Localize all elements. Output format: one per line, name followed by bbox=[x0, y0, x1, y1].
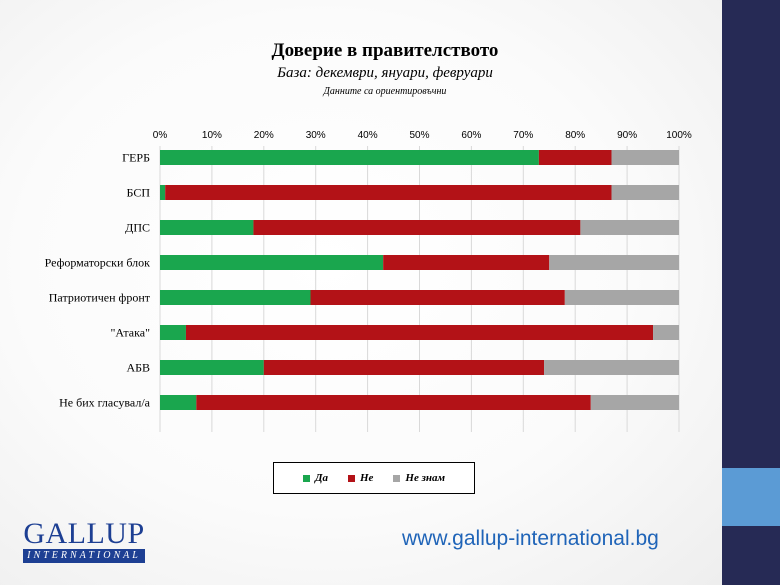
x-tick-label: 30% bbox=[306, 130, 326, 141]
x-tick-label: 80% bbox=[565, 130, 585, 141]
category-label: Не бих гласувал/а bbox=[59, 396, 151, 410]
bar-no bbox=[253, 220, 581, 235]
x-tick-label: 70% bbox=[513, 130, 533, 141]
category-label: ДПС bbox=[125, 221, 150, 235]
category-label: Патриотичен фронт bbox=[49, 291, 151, 305]
chart-legend: Да Не Не знам bbox=[273, 462, 475, 494]
bar-no bbox=[538, 150, 612, 165]
bar-no bbox=[196, 395, 591, 410]
x-tick-label: 20% bbox=[254, 130, 274, 141]
bar-yes bbox=[160, 255, 384, 270]
bar-no bbox=[263, 360, 545, 375]
x-tick-label: 50% bbox=[409, 130, 429, 141]
stacked-bar-chart: 0% 10% 20% 30% 40% 50% 60% 70% 80% 90% 100% ГЕРБ БСП… bbox=[45, 130, 692, 432]
logo-subtitle: INTERNATIONAL bbox=[23, 549, 145, 563]
sidebar-accent-block bbox=[722, 468, 780, 526]
legend-swatch-yes bbox=[302, 474, 310, 482]
logo-wordmark: GALLUP bbox=[23, 517, 145, 550]
x-tick-label: 100% bbox=[666, 130, 692, 141]
chart-note: Данните са ориентировъчни bbox=[323, 86, 447, 97]
bar-yes bbox=[160, 360, 264, 375]
bar-yes bbox=[160, 290, 311, 305]
x-tick-label: 40% bbox=[358, 130, 378, 141]
bar-yes bbox=[160, 185, 166, 200]
bar-no bbox=[310, 290, 565, 305]
legend-item-no: Не bbox=[347, 472, 374, 484]
bar-no bbox=[383, 255, 550, 270]
legend-item-yes: Да bbox=[302, 472, 328, 484]
legend-item-dont-know: Не знам bbox=[393, 472, 445, 484]
legend-swatch-dont-know bbox=[393, 474, 401, 482]
bar-yes bbox=[160, 395, 197, 410]
bar-dont-know bbox=[549, 255, 679, 270]
x-tick-label: 90% bbox=[617, 130, 637, 141]
bar-dont-know bbox=[564, 290, 679, 305]
bar-dont-know bbox=[544, 360, 679, 375]
bar-dont-know bbox=[653, 325, 679, 340]
x-tick-label: 60% bbox=[461, 130, 481, 141]
category-label: ГЕРБ bbox=[122, 151, 150, 165]
chart-subtitle: База: декември, януари, февруари bbox=[277, 65, 493, 81]
category-label: "Атака" bbox=[110, 326, 150, 340]
legend-swatch-no bbox=[347, 474, 355, 482]
legend-label-dont-know: Не знам bbox=[405, 472, 446, 484]
bar-yes bbox=[160, 220, 254, 235]
bar-yes bbox=[160, 325, 186, 340]
bar-dont-know bbox=[611, 185, 679, 200]
bar-no bbox=[185, 325, 654, 340]
category-label: Реформаторски блок bbox=[45, 256, 151, 270]
chart-title: Доверие в правителството bbox=[271, 40, 499, 61]
bar-dont-know bbox=[580, 220, 679, 235]
category-label: БСП bbox=[127, 186, 151, 200]
bar-dont-know bbox=[611, 150, 679, 165]
legend-label-no: Не bbox=[359, 472, 374, 484]
x-tick-label: 0% bbox=[153, 130, 168, 141]
bar-no bbox=[165, 185, 612, 200]
legend-label-yes: Да bbox=[314, 472, 328, 484]
website-link[interactable]: www.gallup-international.bg bbox=[402, 527, 659, 550]
bar-dont-know bbox=[590, 395, 679, 410]
gallup-logo: GALLUP INTERNATIONAL bbox=[23, 519, 145, 563]
bar-yes bbox=[160, 150, 539, 165]
x-tick-label: 10% bbox=[202, 130, 222, 141]
category-label: АБВ bbox=[126, 361, 150, 375]
